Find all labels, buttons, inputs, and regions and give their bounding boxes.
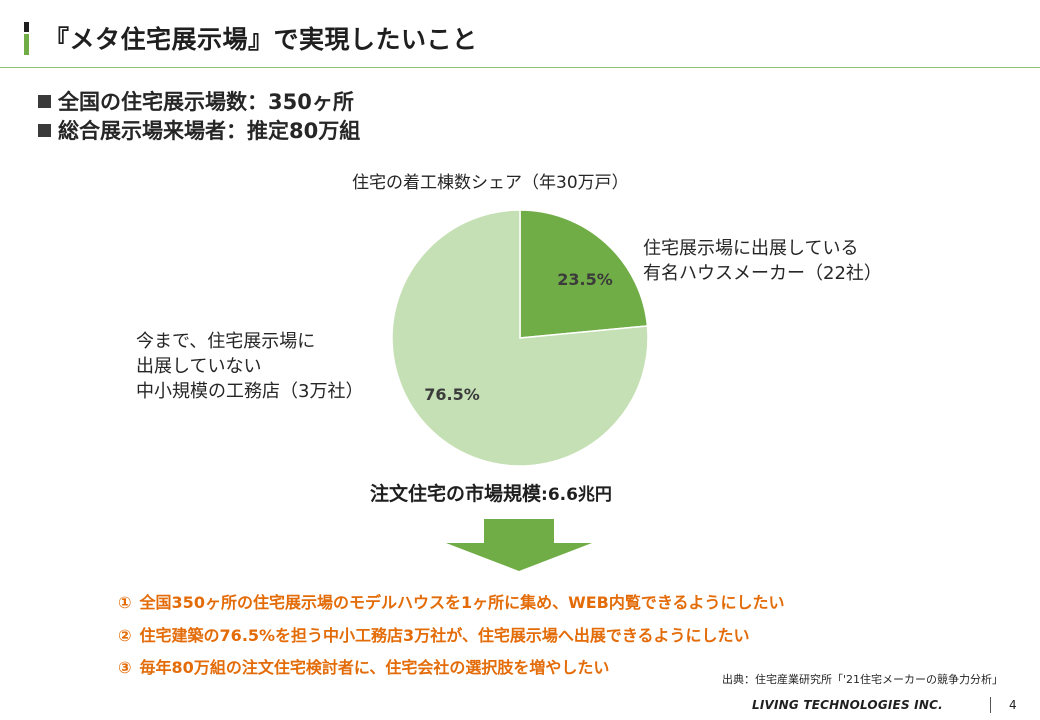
pie-data-label-house-makers: 23.5% — [557, 270, 613, 289]
slice-label-line: 有名ハウスメーカー（22社） — [643, 263, 882, 284]
chart-title: 住宅の着工棟数シェア（年30万戸） — [352, 173, 629, 193]
bullet-visitor-count: 総合展示場来場者：推定80万組 — [38, 115, 360, 145]
pie-slice-house-makers — [519, 209, 649, 339]
footer-divider — [990, 697, 991, 713]
market-size-value: :6.6兆円 — [541, 485, 612, 505]
pie-slice-small-builders — [391, 209, 649, 467]
source-citation: 出典：住宅産業研究所「'21住宅メーカーの競争力分析」 — [722, 673, 1004, 686]
down-arrow-icon — [446, 519, 592, 571]
title-accent-bar-dark — [24, 22, 29, 32]
page-title: 『メタ住宅展示場』で実現したいこと — [44, 25, 478, 54]
goal-item: ② 住宅建築の76.5%を担う中小工務店3万社が、住宅展示場へ出展できるようにした… — [118, 622, 750, 646]
goal-text: 住宅建築の76.5%を担う中小工務店3万社が、住宅展示場へ出展できるようにしたい — [139, 626, 750, 645]
page-number: 4 — [1009, 698, 1017, 712]
bullet-exhibition-count: 全国の住宅展示場数：350ヶ所 — [38, 86, 354, 116]
bullet-text: 全国の住宅展示場数：350ヶ所 — [58, 90, 354, 114]
title-accent-bar-green — [24, 34, 29, 55]
goal-number: ① — [118, 593, 132, 612]
slice-label-small-builders: 今まで、住宅展示場に 出展していない 中小規模の工務店（3万社） — [136, 329, 363, 404]
market-size-label: 注文住宅の市場規模 — [370, 483, 542, 505]
market-size: 注文住宅の市場規模:6.6兆円 — [370, 479, 612, 506]
pie-chart: 23.5% 76.5% — [391, 209, 649, 467]
slice-label-line: 中小規模の工務店（3万社） — [136, 381, 364, 402]
company-logo: LIVING TECHNOLOGIES INC. — [752, 698, 943, 712]
pie-data-label-small-builders: 76.5% — [424, 385, 480, 404]
slice-label-line: 出展していない — [136, 356, 262, 377]
slice-label-line: 今まで、住宅展示場に — [136, 331, 316, 352]
goal-item: ① 全国350ヶ所の住宅展示場のモデルハウスを1ヶ所に集め、WEB内覧できるように… — [118, 589, 785, 613]
slice-label-house-makers: 住宅展示場に出展している 有名ハウスメーカー（22社） — [643, 236, 882, 286]
bullet-text: 総合展示場来場者：推定80万組 — [58, 119, 361, 143]
title-divider — [0, 67, 1040, 68]
slice-label-line: 住宅展示場に出展している — [643, 238, 859, 259]
square-bullet-icon — [38, 95, 51, 108]
goal-text: 毎年80万組の注文住宅検討者に、住宅会社の選択肢を増やしたい — [139, 658, 610, 677]
goal-item: ③ 毎年80万組の注文住宅検討者に、住宅会社の選択肢を増やしたい — [118, 654, 609, 678]
goal-number: ② — [118, 626, 132, 645]
goal-text: 全国350ヶ所の住宅展示場のモデルハウスを1ヶ所に集め、WEB内覧できるようにし… — [139, 593, 785, 612]
goal-number: ③ — [118, 658, 132, 677]
square-bullet-icon — [38, 124, 51, 137]
